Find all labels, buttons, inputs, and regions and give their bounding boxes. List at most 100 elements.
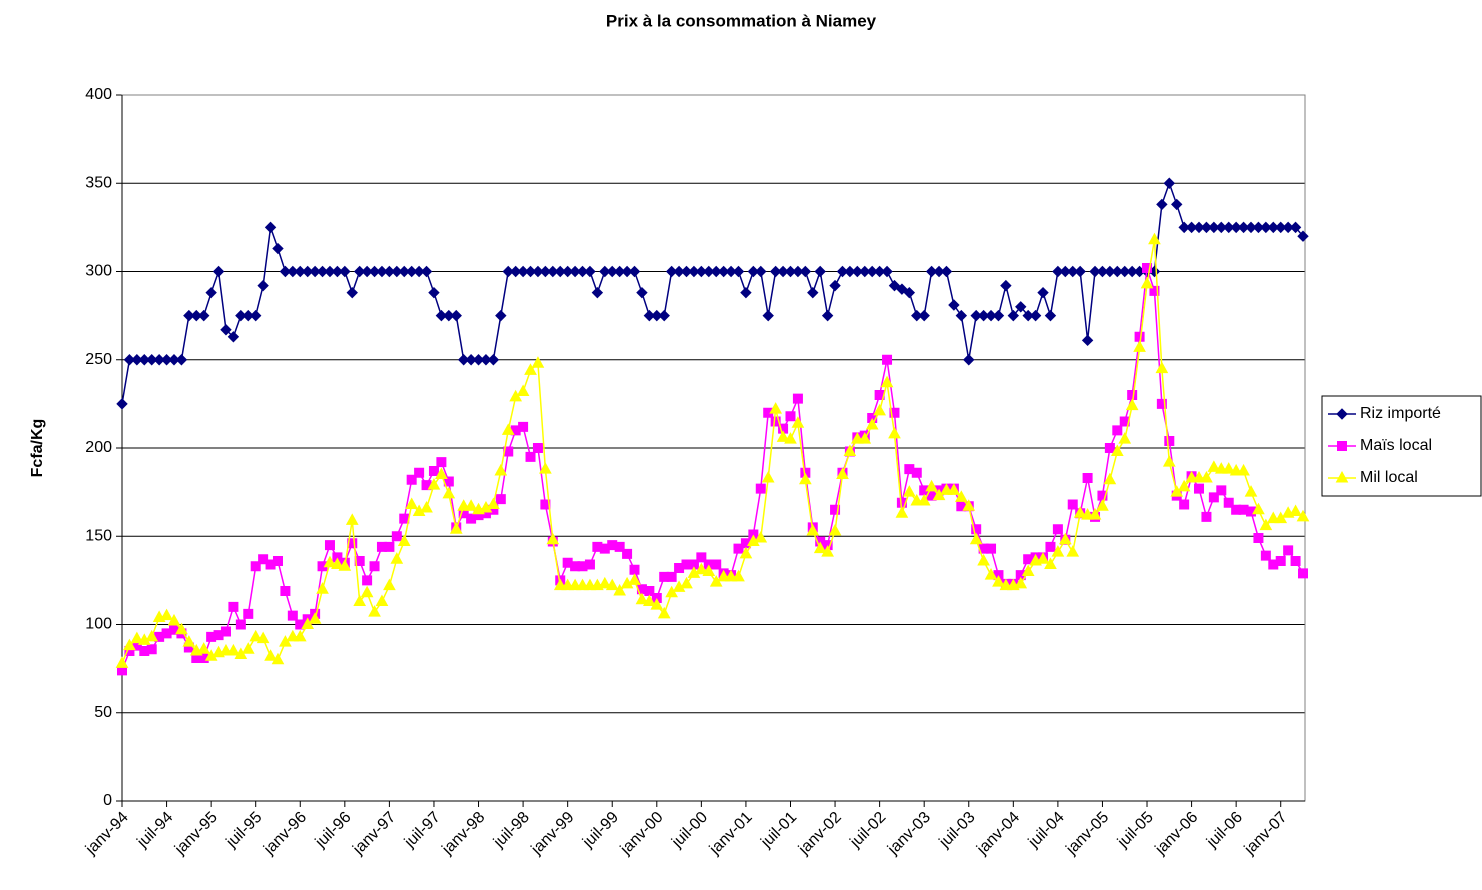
marker: [443, 309, 455, 322]
marker: [414, 467, 425, 478]
marker: [212, 265, 225, 278]
marker: [123, 638, 136, 651]
marker: [1022, 309, 1034, 322]
marker: [391, 265, 403, 278]
marker: [539, 265, 552, 278]
marker: [821, 545, 834, 557]
marker: [806, 523, 820, 536]
marker: [1194, 483, 1205, 494]
marker: [984, 568, 998, 580]
marker: [1335, 470, 1349, 483]
marker: [986, 543, 997, 554]
marker: [1126, 265, 1138, 278]
marker: [755, 265, 767, 278]
marker: [397, 534, 411, 547]
marker: [1237, 221, 1250, 234]
marker: [241, 642, 255, 654]
marker: [613, 265, 626, 278]
marker: [480, 354, 492, 366]
marker: [116, 398, 128, 410]
marker: [1200, 470, 1213, 483]
marker: [168, 354, 180, 366]
marker: [361, 265, 373, 278]
marker: [1222, 462, 1236, 474]
marker: [495, 309, 507, 322]
marker: [399, 513, 410, 524]
marker: [160, 608, 173, 621]
marker: [874, 390, 885, 401]
marker: [896, 283, 908, 295]
marker: [331, 265, 344, 278]
chart-title: Prix à la consommation à Niamey: [606, 11, 877, 30]
marker: [250, 561, 261, 572]
marker: [220, 324, 232, 336]
marker: [651, 593, 662, 604]
marker: [249, 629, 263, 642]
marker: [339, 265, 351, 278]
marker: [464, 499, 478, 511]
marker: [925, 265, 938, 278]
marker: [792, 265, 804, 278]
marker: [518, 421, 529, 432]
marker: [799, 472, 812, 485]
marker: [650, 598, 664, 610]
marker: [651, 309, 663, 322]
marker: [354, 555, 365, 566]
marker: [858, 432, 872, 444]
marker: [1283, 545, 1294, 556]
y-tick-label: 200: [85, 439, 112, 456]
marker: [1260, 221, 1272, 234]
marker: [844, 265, 856, 278]
marker: [807, 286, 819, 299]
marker: [895, 506, 909, 518]
marker: [1282, 221, 1294, 234]
marker: [227, 643, 240, 656]
marker: [1133, 340, 1146, 352]
marker: [1216, 485, 1227, 496]
marker: [813, 541, 827, 554]
marker: [711, 559, 722, 570]
marker: [525, 451, 536, 462]
marker: [1127, 390, 1138, 401]
marker: [1066, 545, 1080, 557]
marker: [243, 608, 254, 619]
marker: [353, 594, 367, 607]
marker: [138, 354, 150, 366]
marker: [1096, 265, 1109, 278]
marker: [740, 286, 752, 299]
marker: [680, 576, 693, 589]
marker: [1163, 177, 1176, 189]
marker: [911, 467, 922, 478]
marker: [115, 656, 129, 668]
marker: [271, 652, 285, 665]
marker: [732, 265, 745, 278]
marker: [717, 265, 730, 278]
marker: [316, 265, 329, 278]
marker: [843, 444, 857, 457]
marker: [249, 309, 262, 322]
marker: [449, 522, 463, 534]
legend-label: Maïs local: [1360, 437, 1432, 454]
marker: [280, 585, 291, 596]
marker: [362, 575, 373, 586]
marker: [977, 553, 990, 566]
marker: [695, 265, 708, 278]
marker: [1148, 232, 1161, 245]
marker: [992, 309, 1005, 322]
marker: [139, 645, 150, 656]
marker: [494, 463, 508, 476]
marker: [1067, 499, 1078, 510]
y-axis-label: Fcfa/Kg: [29, 419, 46, 478]
marker: [1267, 221, 1279, 234]
marker: [598, 576, 612, 589]
marker: [859, 265, 871, 278]
marker: [621, 265, 633, 278]
marker: [384, 541, 395, 552]
marker: [1045, 541, 1056, 552]
marker: [450, 309, 462, 322]
marker: [992, 575, 1005, 587]
marker: [1177, 479, 1191, 492]
marker: [695, 562, 708, 575]
marker: [776, 430, 790, 442]
